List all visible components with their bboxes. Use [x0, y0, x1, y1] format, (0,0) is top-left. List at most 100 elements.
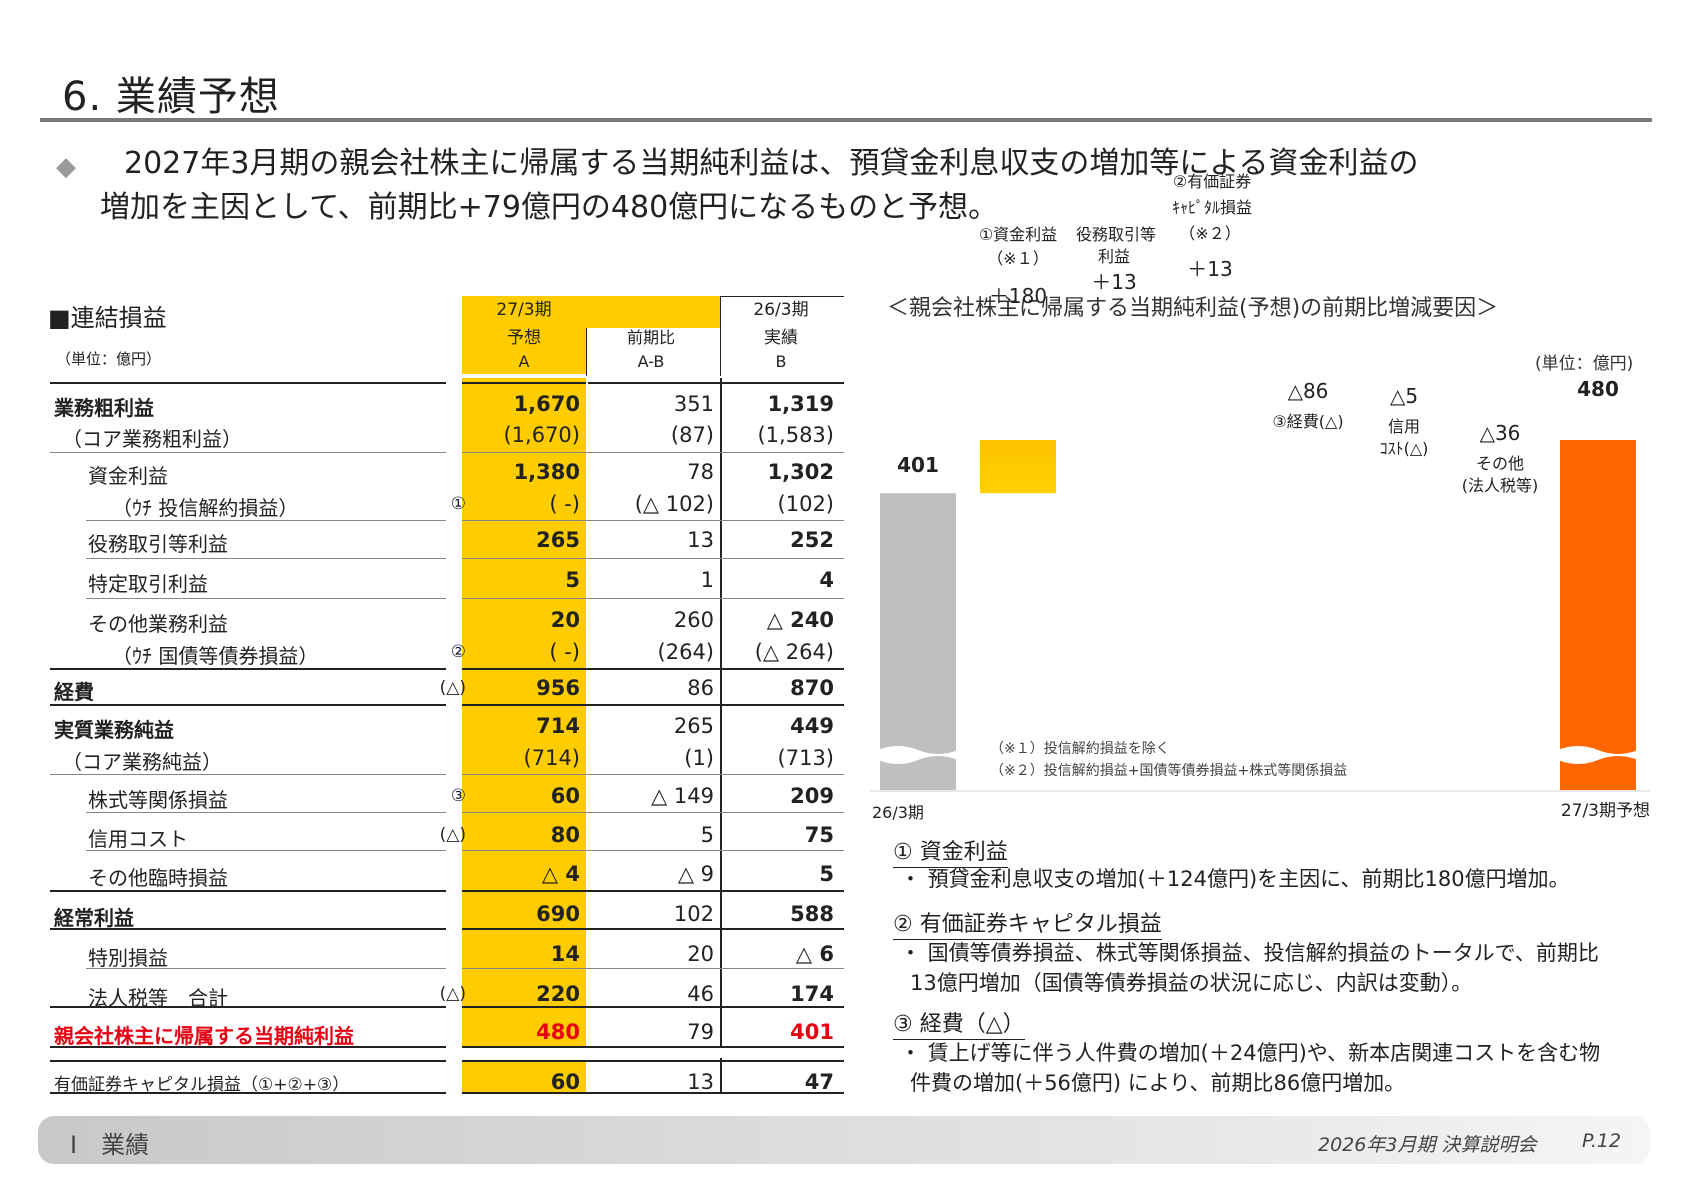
row-marker: ①	[450, 494, 466, 514]
table-rule	[86, 558, 446, 559]
commentary-body-3b: 件費の増加(＋56億円) により、前期比86億円増加。	[910, 1071, 1406, 1095]
table-rule	[86, 598, 446, 599]
cell-forecast: 1,380	[513, 460, 580, 484]
cell-forecast: ( -)	[549, 492, 580, 516]
cell-actual: (713)	[777, 746, 834, 770]
row-label: 特定取引利益	[88, 572, 208, 596]
table-rule	[462, 598, 844, 599]
cell-actual: (102)	[777, 492, 834, 516]
cell-forecast: ( -)	[549, 640, 580, 664]
row-label: 役務取引等利益	[88, 532, 228, 556]
cell-actual: 252	[790, 528, 834, 552]
title-rule	[40, 118, 1652, 122]
cell-actual: 1,319	[767, 392, 834, 416]
table-rule	[462, 812, 844, 813]
cell-change: 86	[687, 676, 714, 700]
row-label: その他業務利益	[88, 612, 228, 636]
table-rule	[50, 1006, 446, 1008]
category-step: 役務取引等	[1075, 225, 1156, 245]
commentary-body-3a: ・ 賃上げ等に伴う人件費の増加(＋24億円)や、新本店関連コストを含む物	[900, 1041, 1601, 1065]
table-rule	[50, 668, 446, 670]
cell-change: 5	[700, 823, 714, 847]
category-step: 信用	[1387, 416, 1420, 436]
cell-forecast: 690	[536, 902, 580, 926]
hdr-a-code: A	[518, 352, 530, 371]
hdr-b-code: B	[775, 352, 787, 371]
row-label: （コア業務粗利益）	[62, 427, 242, 451]
cell-forecast: (714)	[523, 746, 580, 770]
cell-change: 351	[673, 392, 714, 416]
table-rule	[588, 382, 844, 384]
table-rule	[462, 704, 844, 706]
table-rule	[50, 890, 446, 892]
cell-change: 1	[700, 568, 714, 592]
header-a-band	[462, 296, 721, 328]
cell-forecast: △ 4	[541, 862, 580, 886]
col-a-capital-band	[462, 1060, 586, 1092]
value-step: ＋13	[1091, 270, 1137, 295]
cell-forecast: 60	[550, 784, 580, 808]
table-rule	[462, 890, 844, 892]
cell-change: 260	[673, 608, 714, 632]
table-rule	[462, 520, 844, 521]
lead-bullet-icon: ◆	[56, 152, 76, 182]
cell-change: 265	[673, 714, 714, 738]
hdr-b-label: 実績	[764, 328, 798, 348]
chart-note-1: （※１）投信解約損益を除く	[990, 741, 1170, 757]
cell-change: (87)	[670, 423, 714, 447]
hdr-a-label: 予想	[507, 328, 541, 348]
chart-note-2: （※２）投信解約損益+国債等債券損益+株式等関係損益	[990, 763, 1348, 779]
category-step-sub: ｺｽﾄ(△)	[1379, 438, 1429, 458]
value-step: △86	[1287, 378, 1329, 403]
cell-actual: 401	[790, 1020, 834, 1044]
cell-actual: 1,302	[767, 460, 834, 484]
col-a-band	[462, 378, 586, 1046]
cell-change: 78	[687, 460, 714, 484]
category-step-sub: 利益	[1097, 247, 1130, 267]
row-label: 実質業務純益	[54, 718, 174, 742]
row-label: 特別損益	[88, 946, 168, 970]
cell-actual: 174	[790, 982, 834, 1006]
table-rule	[462, 382, 586, 384]
footer-section: Ⅰ 業績	[70, 1131, 150, 1159]
table-rule	[462, 1046, 844, 1048]
commentary-body-2b: 13億円増加（国債等債券損益の状況に応じ、内訳は変動）。	[910, 971, 1473, 995]
cell-forecast: 1,670	[513, 392, 580, 416]
footer-page-number: P.12	[1582, 1130, 1622, 1152]
table-rule	[50, 1092, 446, 1094]
table-rule	[86, 812, 446, 813]
cell-actual: 209	[790, 784, 834, 808]
table-rule	[462, 452, 844, 453]
cell-forecast: 5	[565, 568, 580, 592]
bar-end	[1560, 440, 1636, 790]
hdr-d-code: A-B	[637, 352, 665, 371]
commentary-heading-3: ③ 経費（△）	[893, 1006, 1025, 1040]
table-rule	[462, 558, 844, 559]
table-rule	[462, 1060, 844, 1062]
value-start: 401	[897, 453, 939, 478]
lead-text: 2027年3月期の親会社株主に帰属する当期純利益は、預貸金利息収支の増加等による…	[100, 142, 1640, 230]
row-label: 業務粗利益	[54, 396, 154, 420]
table-rule	[50, 452, 446, 453]
category-step-sub: ｷｬﾋﾟﾀﾙ損益	[1171, 198, 1252, 218]
category-step: その他	[1475, 453, 1524, 473]
row-label: 株式等関係損益	[88, 788, 228, 812]
table-rule	[50, 704, 446, 706]
hdr-b-left-rule	[720, 296, 721, 376]
cell-change: △ 149	[651, 784, 714, 808]
table-rule	[86, 850, 446, 851]
cell-actual: 47	[804, 1070, 834, 1094]
row-marker: (△)	[439, 825, 466, 845]
table-rule	[50, 1060, 446, 1062]
cell-change: 102	[673, 902, 714, 926]
row-label: 親会社株主に帰属する当期純利益	[54, 1024, 354, 1048]
page-title: 6. 業績予想	[62, 74, 280, 120]
row-label: 資金利益	[88, 464, 168, 488]
lead-line-1: 2027年3月期の親会社株主に帰属する当期純利益は、預貸金利息収支の増加等による…	[124, 146, 1419, 181]
col-b-left-rule	[720, 378, 722, 1048]
table-rule	[462, 774, 844, 775]
row-label: その他臨時損益	[88, 866, 228, 890]
cell-change: 20	[687, 942, 714, 966]
cell-forecast: 80	[550, 823, 580, 847]
row-marker: ②	[450, 642, 466, 662]
